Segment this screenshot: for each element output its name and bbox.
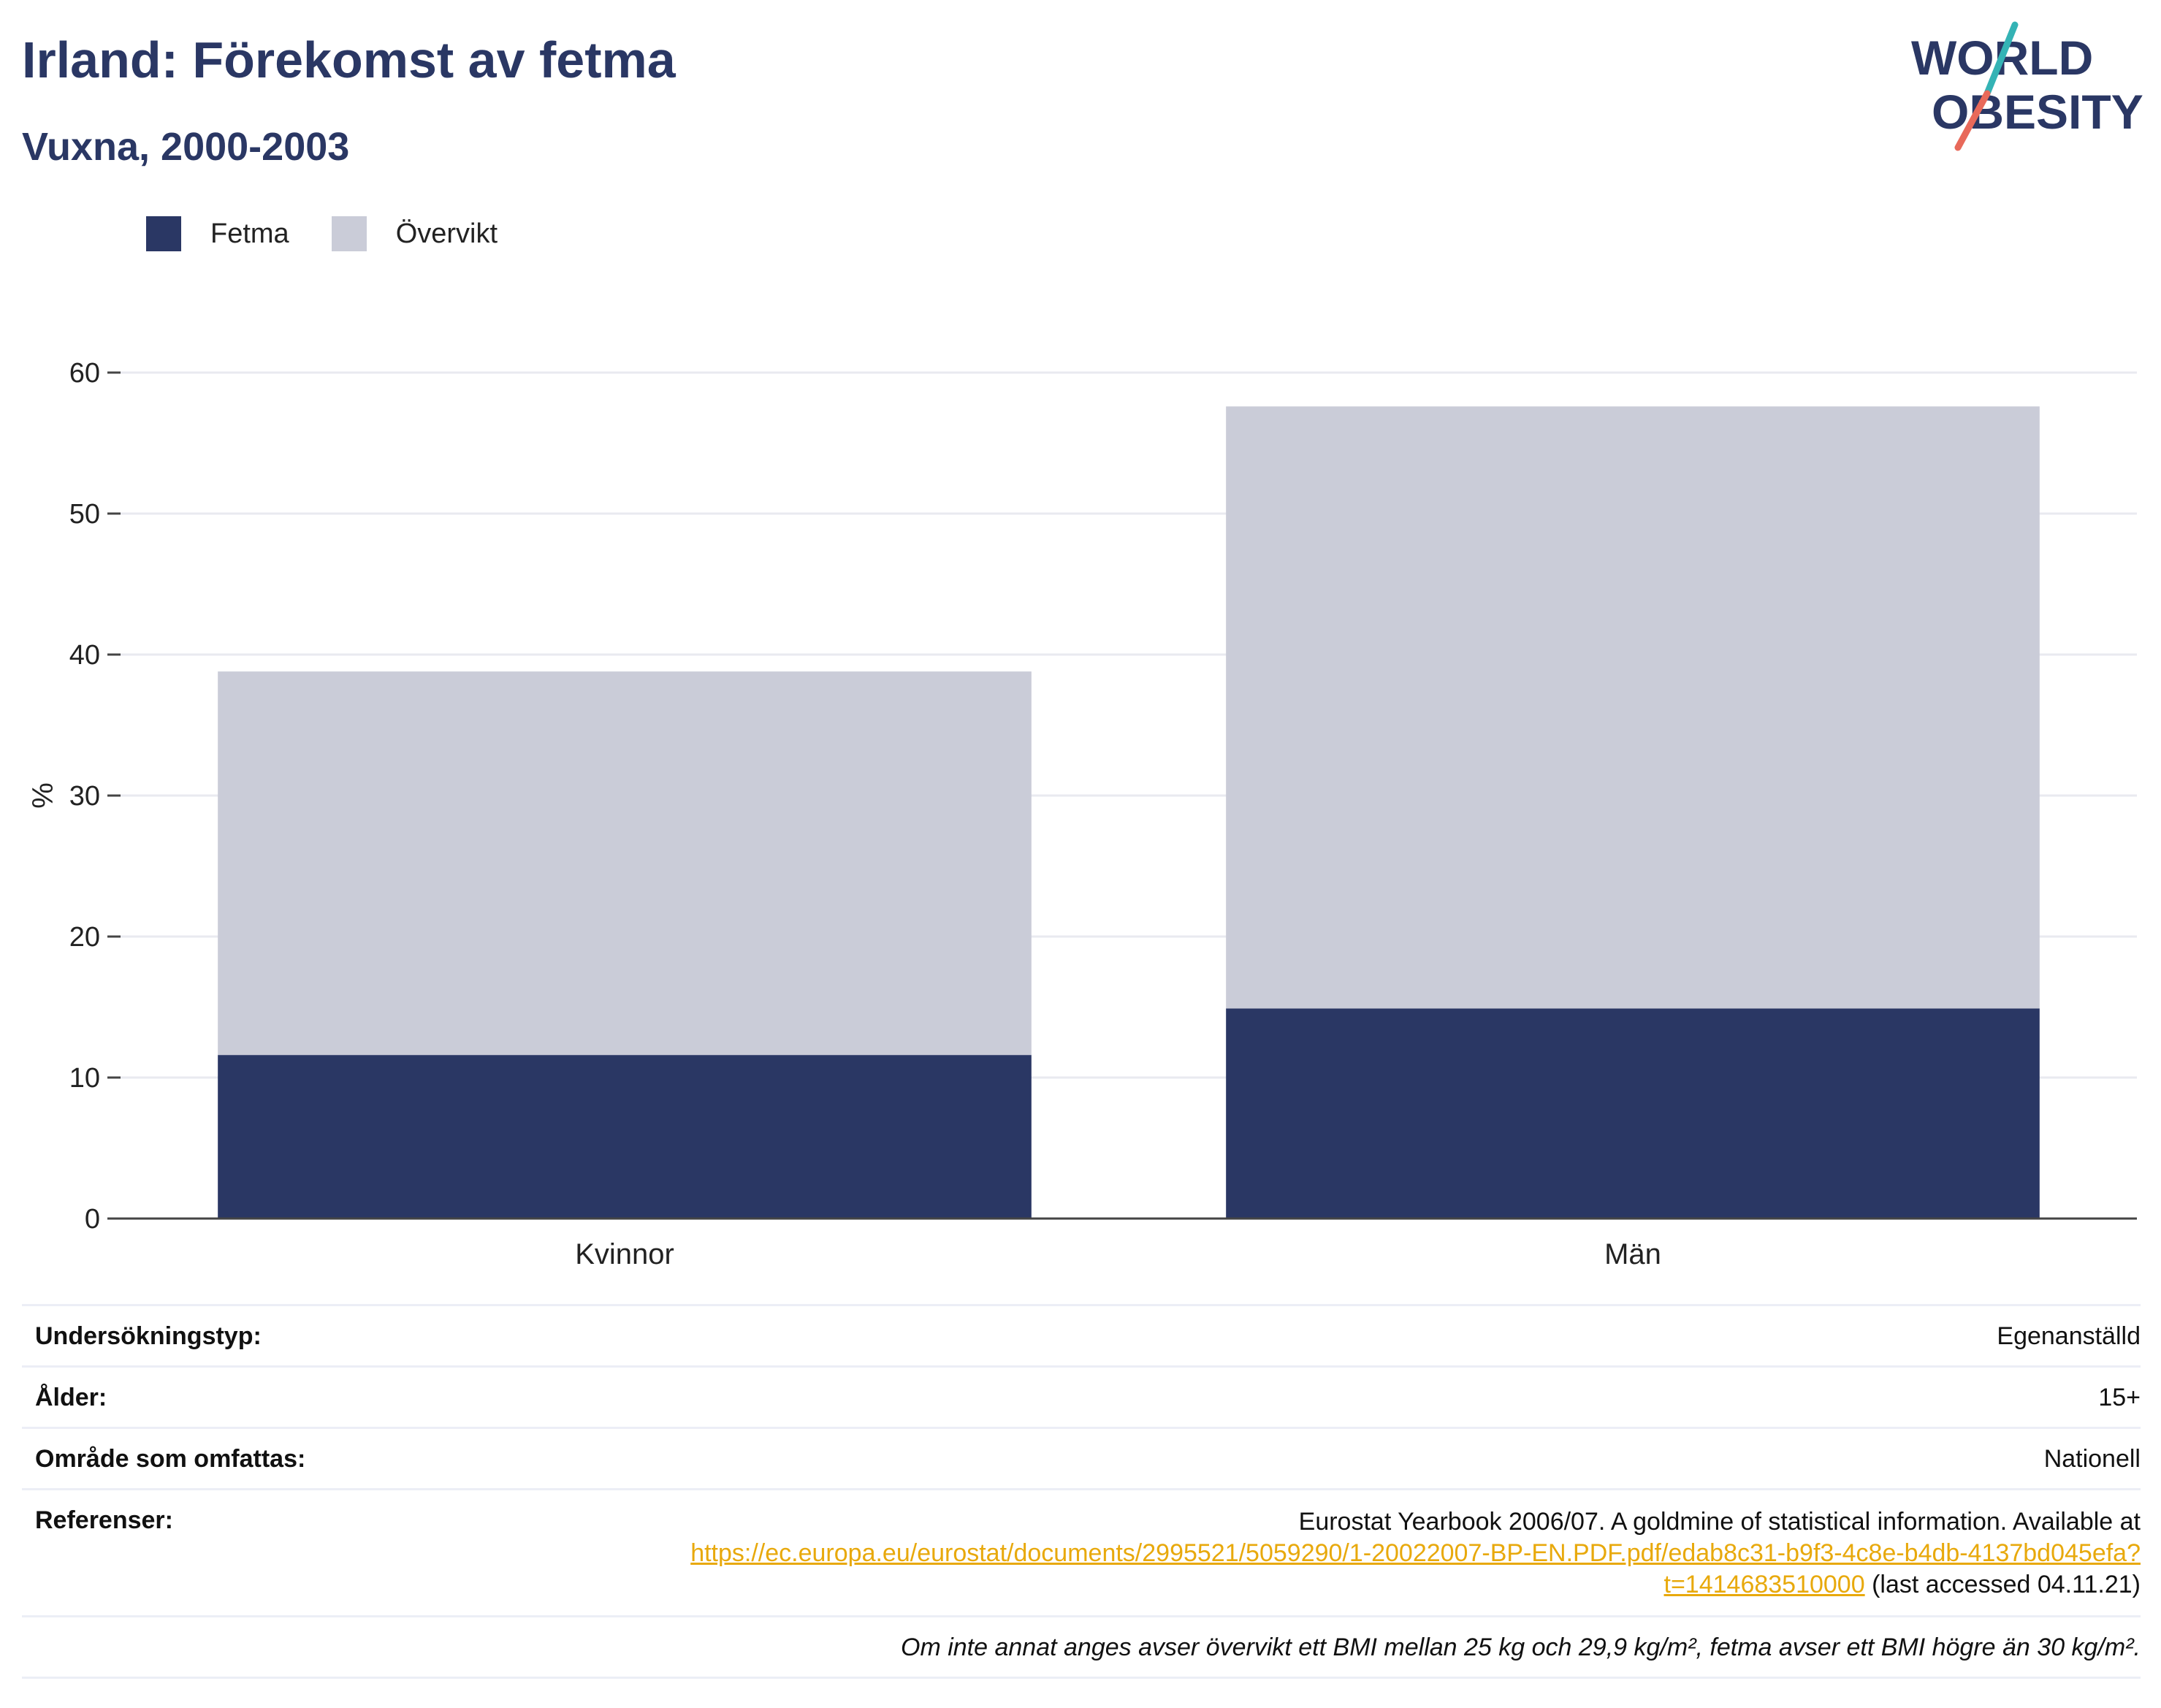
references-suffix: (last accessed 04.11.21) (1872, 1571, 2141, 1598)
references-text: Eurostat Yearbook 2006/07. A goldmine of… (1298, 1508, 2141, 1536)
legend-label-overvikt: Övervikt (395, 218, 498, 249)
chart-subtitle: Vuxna, 2000-2003 (22, 125, 350, 169)
survey-type-label: Undersökningstyp: (35, 1322, 262, 1350)
legend-item-fetma: Fetma (146, 216, 289, 251)
x-tick-label: Kvinnor (575, 1238, 674, 1270)
references-label: Referenser: (35, 1506, 173, 1534)
meta-row-age: Ålder: 15+ (22, 1365, 2141, 1427)
chart-title: Irland: Förekomst av fetma (22, 31, 676, 88)
legend-item-overvikt: Övervikt (331, 216, 498, 251)
area-value: Nationell (2043, 1445, 2141, 1473)
legend-swatch-fetma (146, 216, 181, 251)
bar-fetma-1 (1226, 1008, 2040, 1219)
y-axis-label: % (27, 782, 59, 809)
y-tick-label: 60 (69, 358, 100, 389)
x-tick-label: Män (1604, 1238, 1661, 1270)
logo-slash-teal (1983, 21, 2019, 97)
y-tick-label: 40 (69, 640, 100, 671)
stacked-bar-chart: 0 10 20 30 40 50 60% Kvinnor Män (27, 358, 2137, 1270)
age-label: Ålder: (35, 1384, 107, 1411)
chart-legend: Fetma Övervikt (146, 216, 540, 251)
bar-vervikt-0 (218, 671, 1032, 1056)
y-tick-label: 10 (69, 1063, 100, 1094)
legend-swatch-overvikt (331, 216, 367, 251)
meta-row-footnote: Om inte annat anges avser övervikt ett B… (22, 1615, 2141, 1679)
meta-row-survey-type: Undersökningstyp: Egenanställd (22, 1304, 2141, 1365)
references-value: Eurostat Yearbook 2006/07. A goldmine of… (679, 1506, 2141, 1601)
references-link[interactable]: https://ec.europa.eu/eurostat/documents/… (690, 1539, 2141, 1598)
area-label: Område som omfattas: (35, 1445, 306, 1473)
legend-label-fetma: Fetma (210, 218, 289, 249)
y-tick-label: 20 (69, 922, 100, 953)
survey-metadata: Undersökningstyp: Egenanställd Ålder: 15… (22, 1304, 2141, 1679)
world-obesity-logo: WORLD OBESITY (1911, 21, 2143, 151)
y-tick-label: 30 (69, 781, 100, 812)
logo-slash-red (1954, 90, 1991, 151)
meta-row-references: Referenser: Eurostat Yearbook 2006/07. A… (22, 1488, 2141, 1615)
meta-row-area: Område som omfattas: Nationell (22, 1427, 2141, 1488)
y-tick-label: 50 (69, 499, 100, 530)
bar-fetma-0 (218, 1055, 1032, 1219)
bar-vervikt-1 (1226, 406, 2040, 1009)
bmi-footnote: Om inte annat anges avser övervikt ett B… (901, 1633, 2141, 1661)
age-value: 15+ (2098, 1384, 2141, 1411)
y-tick-label: 0 (85, 1204, 100, 1235)
survey-type-value: Egenanställd (1997, 1322, 2141, 1350)
